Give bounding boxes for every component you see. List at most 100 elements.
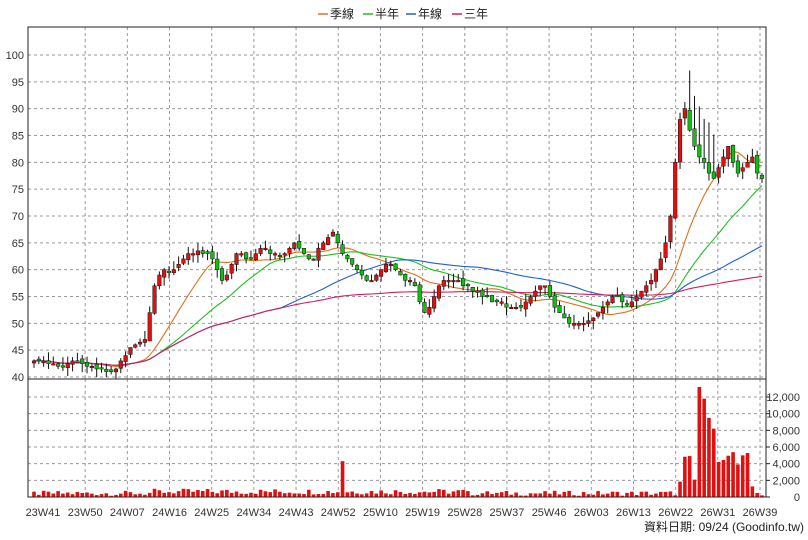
volume-bar-83 — [432, 491, 436, 497]
candle-body-4 — [51, 363, 56, 366]
volume-bar-142 — [716, 462, 721, 497]
candle-body-110 — [562, 313, 567, 319]
legend-entry-1: 半年 — [375, 7, 399, 21]
candle-body-48 — [263, 247, 268, 250]
volume-bar-56 — [302, 494, 306, 497]
volume-bar-87 — [451, 491, 456, 497]
price-tick-label-6: 70 — [12, 211, 24, 223]
volume-bar-61 — [326, 491, 330, 497]
volume-bar-36 — [205, 489, 210, 497]
volume-bar-114 — [581, 492, 586, 497]
volume-bar-70 — [369, 491, 374, 497]
volume-bar-89 — [461, 489, 465, 497]
candle-body-141 — [711, 171, 716, 179]
volume-bar-51 — [278, 491, 282, 497]
candle-body-5 — [56, 363, 61, 367]
volume-bar-63 — [335, 492, 340, 497]
volume-bar-54 — [292, 493, 297, 497]
volume-bar-38 — [215, 493, 220, 497]
candle-body-121 — [615, 295, 620, 298]
candle-body-65 — [345, 255, 350, 260]
candle-body-26 — [157, 274, 162, 287]
volume-tick-label-1: 2,000 — [772, 475, 800, 487]
candle-body-32 — [186, 253, 191, 261]
volume-bar-39 — [220, 490, 224, 497]
candle-body-19 — [123, 355, 128, 362]
volume-bar-32 — [186, 489, 191, 497]
candle-body-95 — [489, 295, 495, 303]
volume-bar-47 — [258, 489, 263, 497]
volume-bar-129 — [654, 493, 658, 497]
candle-body-80 — [417, 284, 422, 303]
volume-bar-69 — [364, 493, 369, 497]
volume-bar-58 — [311, 494, 316, 497]
volume-bar-64 — [340, 461, 345, 497]
candle-body-83 — [432, 296, 437, 309]
volume-bar-33 — [191, 491, 195, 497]
price-grid — [28, 27, 766, 379]
volume-tick-label-4: 8,000 — [772, 425, 800, 437]
volume-bar-109 — [557, 494, 562, 497]
volume-bar-131 — [663, 491, 668, 497]
candle-body-130 — [658, 258, 663, 271]
candle-body-131 — [663, 242, 668, 258]
price-tick-label-2: 50 — [12, 318, 24, 330]
volume-bar-57 — [307, 489, 311, 497]
candle-body-99 — [509, 306, 514, 309]
volume-bar-84 — [437, 489, 441, 497]
candle-body-81 — [422, 301, 427, 313]
candle-body-24 — [147, 312, 152, 342]
volume-bar-126 — [639, 491, 644, 497]
volume-bar-72 — [379, 490, 383, 497]
legend-entry-2: 年線 — [418, 6, 442, 21]
candle-body-150 — [755, 154, 760, 174]
volume-bar-26 — [157, 490, 162, 497]
volume-bar-143 — [721, 459, 726, 497]
candle-body-96 — [494, 299, 499, 303]
candle-body-104 — [533, 290, 538, 297]
candle-body-45 — [248, 257, 254, 260]
volume-bar-137 — [692, 479, 697, 497]
candlesticks — [31, 70, 765, 379]
x-tick-label-0: 23W41 — [26, 507, 61, 519]
volume-bar-43 — [239, 493, 244, 497]
candle-body-49 — [268, 249, 273, 254]
volume-bar-119 — [605, 493, 610, 497]
volume-bar-123 — [625, 492, 629, 497]
candle-body-107 — [547, 285, 552, 297]
volume-bar-17 — [114, 494, 118, 497]
price-tick-label-4: 60 — [12, 265, 24, 277]
volume-bar-103 — [528, 493, 533, 497]
candle-body-67 — [354, 265, 360, 270]
price-tick-label-3: 55 — [12, 292, 24, 304]
candle-body-31 — [181, 258, 186, 264]
candle-body-133 — [673, 162, 678, 219]
candle-body-22 — [138, 341, 143, 345]
volume-bar-12 — [90, 493, 94, 497]
candle-body-102 — [523, 301, 528, 310]
candle-body-103 — [528, 296, 533, 304]
candle-body-39 — [219, 268, 225, 281]
volume-bar-53 — [287, 492, 292, 497]
volume-bar-29 — [172, 493, 176, 497]
candle-body-29 — [171, 269, 176, 273]
price-tick-label-1: 45 — [12, 345, 24, 357]
volume-bar-92 — [475, 494, 480, 497]
candle-body-143 — [721, 156, 726, 167]
volume-bar-0 — [32, 491, 36, 497]
volume-bar-110 — [562, 491, 567, 497]
candle-body-17 — [113, 368, 119, 373]
volume-tick-label-0: 0 — [794, 492, 800, 504]
volume-bar-68 — [360, 494, 364, 497]
price-tick-label-9: 85 — [12, 131, 24, 143]
candle-body-23 — [142, 339, 147, 343]
volume-bar-93 — [480, 493, 485, 497]
candle-body-117 — [596, 312, 601, 317]
candle-body-44 — [244, 252, 249, 260]
volume-bar-90 — [466, 491, 470, 497]
volume-bar-14 — [99, 494, 104, 497]
volume-bar-67 — [355, 493, 359, 497]
legend-entry-3: 三年 — [464, 7, 488, 21]
volume-bar-145 — [731, 452, 735, 497]
